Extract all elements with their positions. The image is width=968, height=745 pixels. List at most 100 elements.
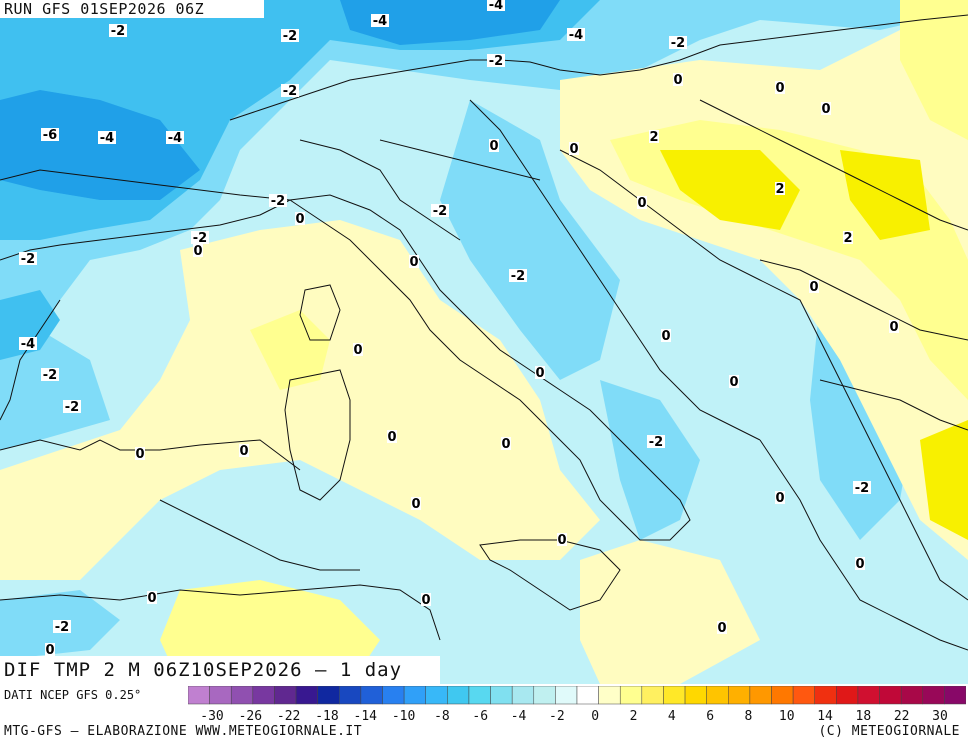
contour-label: -2 [283, 84, 297, 99]
contour-label-background [775, 491, 785, 504]
contour-label-background [109, 24, 127, 37]
contour-label-background [353, 343, 363, 356]
contour-label: -2 [21, 252, 35, 267]
contour-label-background [63, 400, 81, 413]
contour-label: 0 [569, 142, 578, 157]
legend-label: 22 [894, 709, 910, 724]
contour-label: 0 [411, 497, 420, 512]
legend-label: -10 [392, 709, 415, 724]
legend-swatch [836, 686, 859, 705]
legend-swatch [468, 686, 491, 705]
legend-swatch [792, 686, 815, 705]
legend-swatch [511, 686, 535, 705]
contour-label: 0 [855, 557, 864, 572]
legend-label: -14 [354, 709, 378, 724]
legend-swatch [188, 686, 210, 705]
cold-anomaly-areas [0, 0, 968, 660]
contour-label: 2 [649, 130, 658, 145]
map-title: DIF TMP 2 M 06Z10SEP2026 – 1 day [0, 656, 440, 684]
contour-label: 0 [637, 196, 646, 211]
warm-anomaly-areas [0, 0, 968, 684]
legend-label: 30 [932, 709, 948, 724]
contour-label-background [281, 84, 299, 97]
legend-label: -18 [315, 709, 338, 724]
legend-label: 18 [856, 709, 872, 724]
legend-swatch [230, 686, 254, 705]
contour-label-background [889, 320, 899, 333]
legend-label: 6 [706, 709, 714, 724]
contour-label: 0 [557, 533, 566, 548]
contour-label-background [669, 36, 687, 49]
contour-label: 0 [809, 280, 818, 295]
legend-swatch [403, 686, 426, 705]
contour-label-background [295, 212, 305, 225]
contour-label-background [649, 130, 659, 143]
contour-label: 2 [775, 182, 784, 197]
contour-label: 0 [535, 366, 544, 381]
contour-label: -2 [671, 36, 685, 51]
legend-swatch [857, 686, 880, 705]
contour-label: -2 [649, 435, 663, 450]
legend-label: -2 [549, 709, 565, 724]
legend-swatch [619, 686, 643, 705]
legend-label: -6 [472, 709, 488, 724]
contour-label-background [41, 128, 59, 141]
contour-label: 0 [673, 73, 682, 88]
run-label: RUN GFS 01SEP2026 06Z [0, 0, 264, 18]
contour-label: -4 [21, 337, 35, 352]
legend-swatch [209, 686, 232, 705]
contour-label: 0 [775, 491, 784, 506]
contour-label-background [19, 337, 37, 350]
contour-label: -2 [283, 29, 297, 44]
contour-label: -2 [271, 194, 285, 209]
contour-labels: -4-2-4-2 -4-2-200-20-6 -4 -4 20 02-2 0-202-20-… [19, 0, 899, 658]
color-legend: -30 -26 -22 -18 -14 -10 -8 -6 -4 -2 0 2 4 6 8 10 14 18 22 3… [188, 686, 966, 724]
contour-label: 0 [775, 81, 784, 96]
contour-label: 0 [295, 212, 304, 227]
legend-swatch [728, 686, 751, 705]
legend-swatch [641, 686, 664, 705]
contour-label-background [673, 73, 683, 86]
contour-label: 0 [45, 643, 54, 658]
contour-label-background [135, 447, 145, 460]
contour-label: 0 [409, 255, 418, 270]
legend-label: -8 [434, 709, 450, 724]
legend-swatch [598, 686, 621, 705]
legend-label: 0 [591, 709, 599, 724]
contour-label-background [371, 14, 389, 27]
contour-label: 0 [135, 447, 144, 462]
contour-label: -4 [168, 131, 182, 146]
legend-swatch [814, 686, 837, 705]
contour-label: 0 [729, 375, 738, 390]
legend-swatch [706, 686, 729, 705]
contour-label-background [19, 252, 37, 265]
contour-label: -2 [65, 400, 79, 415]
contour-label-background [98, 131, 116, 144]
contour-label-background [729, 375, 739, 388]
legend-swatch [425, 686, 448, 705]
contour-label-background [647, 435, 665, 448]
legend-swatch [922, 686, 945, 705]
contour-label: 0 [821, 102, 830, 117]
contour-label: -2 [511, 269, 525, 284]
contour-label-background [387, 430, 397, 443]
contour-label-background [166, 131, 184, 144]
contour-label-background [191, 231, 209, 244]
contour-label-background [567, 28, 585, 41]
temperature-anomaly-map: -4-2-4-2 -4-2-200-20-6 -4 -4 20 02-2 0-202-20-… [0, 0, 968, 684]
contour-label: 0 [661, 329, 670, 344]
legend-swatch [771, 686, 794, 705]
contour-label: 0 [387, 430, 396, 445]
contour-label-background [53, 620, 71, 633]
contour-label-background [193, 244, 203, 257]
legend-label: -30 [200, 709, 223, 724]
contour-label: -2 [433, 204, 447, 219]
legend-swatch [382, 686, 405, 705]
contour-label-background [421, 593, 431, 606]
contour-label-background [775, 81, 785, 94]
contour-label-background [147, 591, 157, 604]
legend-swatch [447, 686, 470, 705]
contour-label-background [717, 621, 727, 634]
contour-label-background [637, 196, 647, 209]
contour-label-background [487, 0, 505, 11]
